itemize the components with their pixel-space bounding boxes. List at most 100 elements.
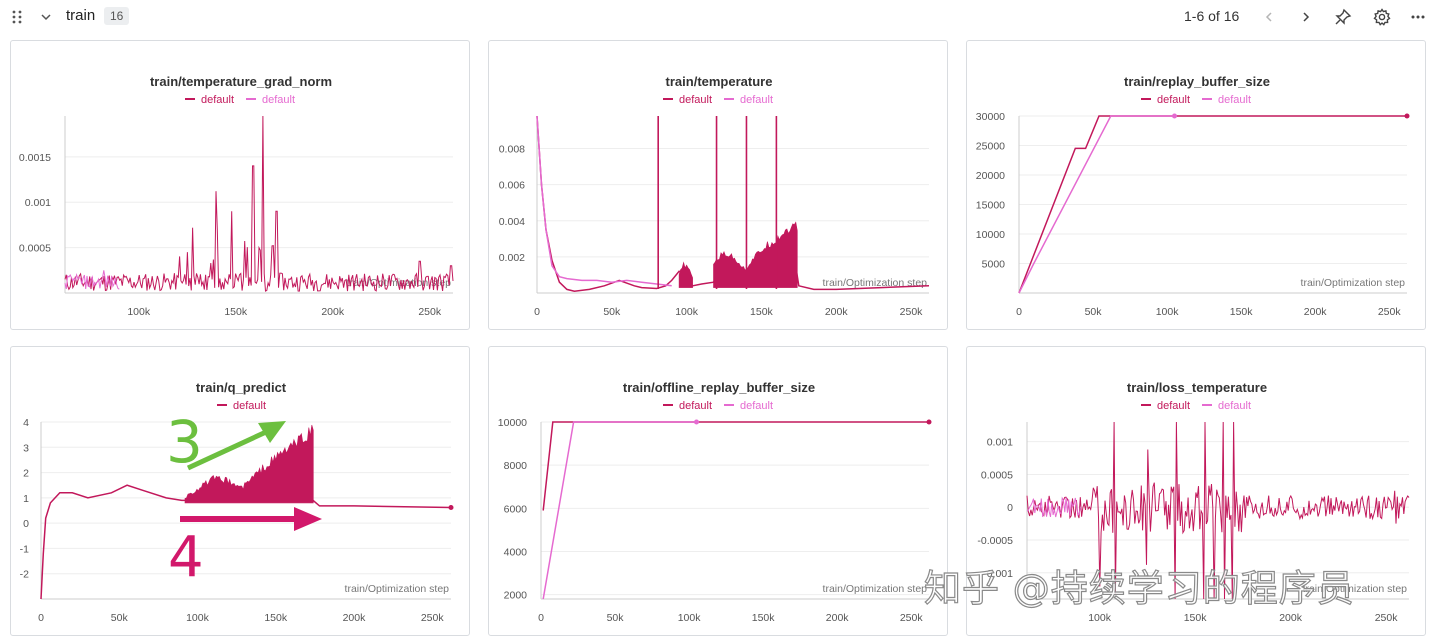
y-tick-label: 0.008 — [499, 144, 525, 156]
chevron-right-icon[interactable] — [1299, 10, 1313, 24]
y-tick-label: 0.0015 — [19, 152, 51, 164]
gear-icon[interactable] — [1373, 8, 1391, 26]
y-tick-label: 8000 — [504, 460, 528, 472]
series-line — [542, 421, 697, 600]
chart-title: train/temperature_grad_norm — [150, 74, 332, 89]
section-count-badge: 16 — [104, 7, 130, 25]
section-title[interactable]: train — [66, 7, 96, 24]
legend-label: default — [201, 94, 234, 106]
series-line — [64, 270, 120, 290]
series-line — [64, 115, 454, 292]
y-tick-label: 2 — [23, 468, 29, 480]
x-axis-label: train/Optimization step — [1303, 583, 1408, 595]
y-tick-label: 3 — [23, 442, 29, 454]
chart-title: train/loss_temperature — [1127, 380, 1267, 395]
x-tick-label: 100k — [675, 306, 699, 318]
x-tick-label: 50k — [607, 612, 625, 624]
x-tick-label: 50k — [111, 612, 129, 624]
series-end-marker — [693, 419, 699, 425]
x-tick-label: 250k — [1375, 612, 1399, 624]
x-tick-label: 250k — [421, 612, 445, 624]
x-tick-label: 250k — [900, 612, 924, 624]
x-axis-label: train/Optimization step — [823, 583, 928, 595]
legend-label: default — [1218, 400, 1251, 412]
legend-label: default — [262, 94, 295, 106]
x-tick-label: 0 — [538, 612, 544, 624]
series-line — [542, 421, 929, 511]
legend-label: default — [1157, 94, 1190, 106]
x-tick-label: 150k — [1230, 306, 1254, 318]
series-band — [678, 261, 693, 288]
legend-label: default — [1157, 400, 1190, 412]
x-tick-label: 150k — [1184, 612, 1208, 624]
y-tick-label: 6000 — [504, 503, 528, 515]
series-end-marker — [448, 504, 454, 510]
x-tick-label: 0 — [1016, 306, 1022, 318]
chart-panel-replay-buffer-size[interactable]: train/replay_buffer_size default default 50… — [966, 40, 1426, 330]
chart-panel-q-predict[interactable]: train/q_predict default -2 -1 0 1 2 3 4 0 50k 100k 1… — [10, 346, 470, 636]
x-tick-label: 150k — [750, 306, 774, 318]
series-line — [1018, 115, 1175, 294]
chart-panel-temperature[interactable]: train/temperature default default 0.002 0.00… — [488, 40, 948, 330]
x-tick-label: 150k — [264, 612, 288, 624]
y-tick-label: 0.002 — [499, 252, 525, 264]
legend-label: default — [679, 400, 712, 412]
x-axis-label: train/Optimization step — [345, 583, 450, 595]
watermark-text: 知乎 @持续学习的程序员 — [923, 566, 1355, 610]
series-band — [184, 424, 314, 504]
x-tick-label: 250k — [1378, 306, 1402, 318]
pin-icon[interactable] — [1334, 8, 1352, 26]
x-tick-label: 200k — [826, 612, 850, 624]
more-icon[interactable] — [1410, 10, 1426, 24]
y-tick-label: 0.004 — [499, 216, 525, 228]
legend-label: default — [740, 94, 773, 106]
pagination-label: 1-6 of 16 — [1184, 8, 1240, 24]
chevron-left-icon[interactable] — [1262, 10, 1276, 24]
y-tick-label: -1 — [20, 543, 29, 555]
series-line — [536, 115, 672, 287]
x-tick-label: 100k — [186, 612, 210, 624]
y-tick-label: 0.006 — [499, 180, 525, 192]
y-tick-label: 0 — [1007, 502, 1013, 514]
x-tick-label: 200k — [321, 306, 345, 318]
drag-handle-icon[interactable] — [10, 9, 24, 25]
x-tick-label: 200k — [825, 306, 849, 318]
x-tick-label: 50k — [603, 306, 621, 318]
y-tick-label: 25000 — [976, 141, 1005, 153]
y-tick-label: 1 — [23, 493, 29, 505]
series-end-marker — [926, 419, 932, 425]
series-line — [1026, 496, 1081, 518]
y-tick-label: 0.001 — [25, 197, 51, 209]
x-tick-label: 50k — [1085, 306, 1103, 318]
chart-title: train/temperature — [666, 74, 773, 89]
series-end-marker — [1404, 113, 1410, 119]
x-tick-label: 200k — [1304, 306, 1328, 318]
series-line — [1018, 115, 1407, 294]
y-tick-label: 20000 — [976, 170, 1005, 182]
chevron-down-icon[interactable] — [39, 10, 53, 24]
x-tick-label: 100k — [678, 612, 702, 624]
legend-label: default — [740, 400, 773, 412]
series-line — [1026, 421, 1410, 600]
y-tick-label: -0.001 — [983, 568, 1013, 580]
y-tick-label: 4000 — [504, 547, 528, 559]
chart-title: train/q_predict — [196, 380, 287, 395]
y-tick-label: 0 — [23, 518, 29, 530]
series-band — [713, 221, 798, 288]
y-tick-label: 5000 — [982, 259, 1006, 271]
x-tick-label: 0 — [534, 306, 540, 318]
chart-title: train/replay_buffer_size — [1124, 74, 1270, 89]
x-tick-label: 150k — [224, 306, 248, 318]
chart-title: train/offline_replay_buffer_size — [623, 380, 815, 395]
y-tick-label: 30000 — [976, 111, 1005, 123]
x-tick-label: 200k — [1279, 612, 1303, 624]
series-end-marker — [1171, 113, 1177, 119]
x-tick-label: 250k — [900, 306, 924, 318]
x-axis-label: train/Optimization step — [823, 277, 928, 289]
